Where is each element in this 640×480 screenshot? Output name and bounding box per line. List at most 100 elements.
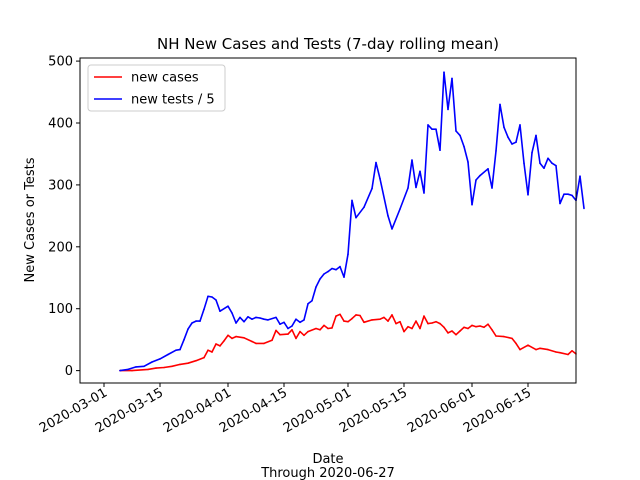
legend-label-1: new tests / 5 [131, 93, 215, 108]
series-0-point-30 [307, 330, 309, 333]
series-1-point-39 [311, 299, 313, 302]
series-1-point-30 [275, 316, 277, 319]
series-0-point-52 [407, 325, 409, 328]
series-0-point-21 [263, 342, 265, 345]
series-1-point-4 [151, 361, 153, 363]
series-0-point-64 [455, 333, 457, 336]
series-1-point-33 [287, 327, 289, 330]
series-0-point-54 [415, 320, 417, 322]
series-1-point-15 [207, 295, 209, 298]
series-1-point-94 [555, 164, 557, 167]
series-1-point-87 [527, 194, 529, 196]
series-1-point-52 [371, 187, 373, 190]
series-1-point-98 [571, 194, 573, 197]
series-1-point-25 [251, 318, 253, 321]
series-1-point-35 [295, 318, 297, 321]
series-0-point-32 [319, 329, 321, 331]
x-axis-note: Through 2020-06-27 [260, 466, 395, 480]
series-1-point-9 [183, 338, 185, 341]
series-1-point-3 [143, 365, 145, 368]
series-0-point-45 [379, 318, 381, 321]
series-0-point-58 [431, 322, 433, 324]
series-1-point-93 [551, 162, 553, 164]
series-0-point-27 [295, 337, 297, 340]
series-0-point-33 [323, 324, 325, 327]
y-axis-label: New Cases or Tests [23, 157, 38, 282]
series-1-point-36 [299, 321, 301, 324]
y-tick-label-2: 200 [48, 240, 73, 255]
series-0-point-8 [195, 359, 197, 362]
plot-frame [79, 57, 577, 384]
series-1-point-45 [335, 268, 337, 271]
series-1-point-69 [451, 77, 453, 80]
series-0-point-49 [395, 322, 397, 325]
series-0-point-60 [439, 322, 441, 325]
series-0-point-50 [399, 320, 401, 323]
series-1-point-71 [459, 134, 461, 137]
series-line-0 [120, 313, 577, 372]
series-0-point-25 [287, 333, 289, 335]
series-0-point-47 [387, 320, 389, 322]
chart-title: NH New Cases and Tests (7-day rolling me… [157, 35, 499, 53]
series-1-point-79 [495, 150, 497, 152]
series-1-point-44 [331, 267, 333, 270]
series-1-point-24 [247, 316, 249, 318]
series-0-point-43 [363, 321, 365, 324]
series-1-point-73 [467, 161, 469, 163]
series-0-point-14 [223, 340, 225, 342]
series-1-point-32 [283, 321, 285, 324]
series-0-point-80 [535, 348, 537, 351]
series-1-point-68 [447, 108, 449, 111]
series-1-point-28 [263, 318, 265, 321]
x-axis: 2020-03-012020-03-152020-04-012020-04-15… [37, 383, 534, 436]
x-axis-label: Date [312, 452, 343, 467]
series-0-point-2 [147, 368, 149, 371]
series-0-point-53 [411, 327, 413, 330]
series-1-point-1 [127, 368, 129, 371]
series-1-point-97 [567, 193, 569, 195]
series-0-point-55 [419, 327, 421, 330]
series-1-point-96 [563, 193, 565, 195]
series-1-point-12 [195, 320, 197, 322]
series-1-point-34 [291, 325, 293, 327]
series-0-point-34 [327, 327, 329, 330]
series-0-point-81 [539, 347, 541, 350]
series-1-point-59 [411, 159, 413, 161]
series-1-point-74 [471, 203, 473, 206]
series-1-point-14 [203, 308, 205, 311]
series-0-point-40 [351, 317, 353, 320]
series-0-point-69 [475, 325, 477, 328]
series-0-point-76 [511, 337, 513, 340]
series-0-point-79 [527, 344, 529, 347]
series-1-point-22 [239, 316, 241, 319]
series-0-point-44 [371, 319, 373, 321]
legend-box [87, 64, 226, 112]
series-1-point-61 [419, 170, 421, 173]
series-1-point-46 [339, 265, 341, 268]
series-0-point-13 [219, 345, 221, 347]
series-1-point-90 [539, 162, 541, 164]
series-0-point-16 [231, 337, 233, 340]
series-0-point-29 [303, 334, 305, 337]
series-1-point-49 [351, 199, 353, 202]
series-0-point-77 [515, 342, 517, 345]
series-1-point-92 [547, 157, 549, 160]
series-1-point-37 [303, 319, 305, 321]
series-0-point-63 [451, 330, 453, 332]
series-1-point-10 [187, 328, 189, 330]
series-0-point-73 [491, 329, 493, 331]
series-1-point-8 [179, 348, 181, 351]
y-tick-label-5: 500 [48, 55, 73, 70]
series-0-point-22 [271, 339, 273, 342]
series-line-1 [119, 71, 585, 372]
series-1-point-63 [427, 124, 429, 126]
series-1-point-38 [307, 303, 309, 305]
series-1-point-75 [475, 179, 477, 181]
series-0-point-24 [279, 333, 281, 336]
series-1-point-0 [119, 369, 121, 372]
series-1-point-43 [327, 270, 329, 273]
series-1-point-7 [175, 349, 177, 352]
series-1-point-23 [243, 320, 245, 323]
series-1-point-88 [531, 151, 533, 154]
